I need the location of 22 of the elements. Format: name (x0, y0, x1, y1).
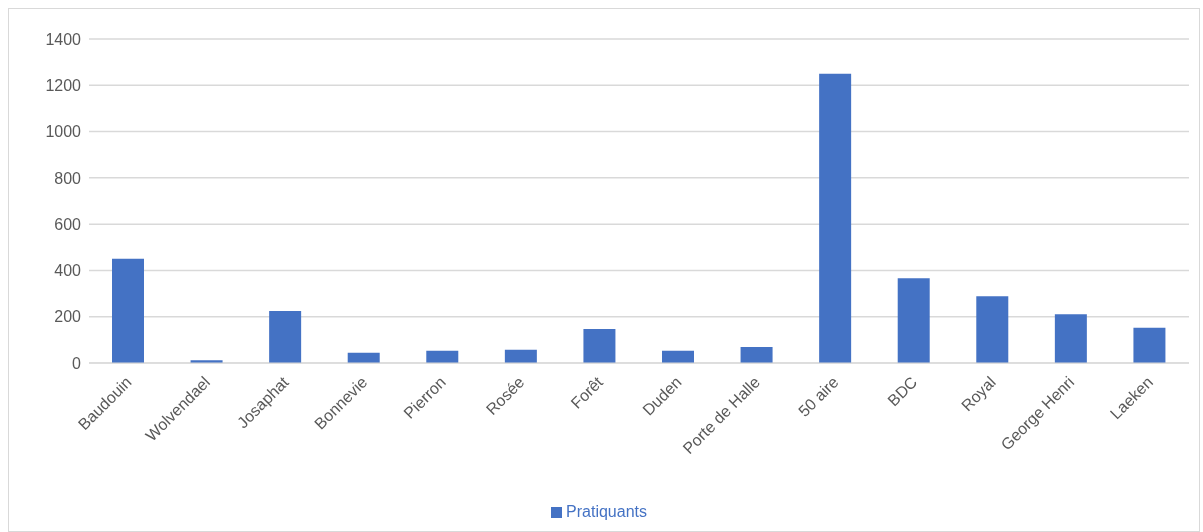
bar (897, 278, 930, 363)
bar (426, 350, 459, 363)
y-tick-label: 1200 (45, 76, 82, 94)
y-tick-label: 1000 (45, 123, 82, 141)
bar (504, 349, 537, 363)
legend-label: Pratiquants (566, 503, 647, 520)
bar (976, 296, 1009, 363)
y-tick-label: 600 (54, 215, 82, 233)
bar (583, 328, 616, 363)
y-tick-label: 800 (54, 169, 82, 187)
bar (819, 73, 852, 363)
y-tick-label: 200 (54, 308, 82, 326)
bar (740, 347, 773, 363)
bar (662, 350, 694, 363)
y-tick-label: 1400 (45, 30, 82, 48)
y-tick-label: 400 (54, 262, 82, 280)
bar (112, 258, 144, 363)
bar (1133, 327, 1166, 363)
bar (269, 310, 302, 363)
x-tick-label: 50 aire (795, 373, 842, 420)
y-tick-label: 0 (72, 354, 82, 372)
bar (1054, 314, 1087, 363)
